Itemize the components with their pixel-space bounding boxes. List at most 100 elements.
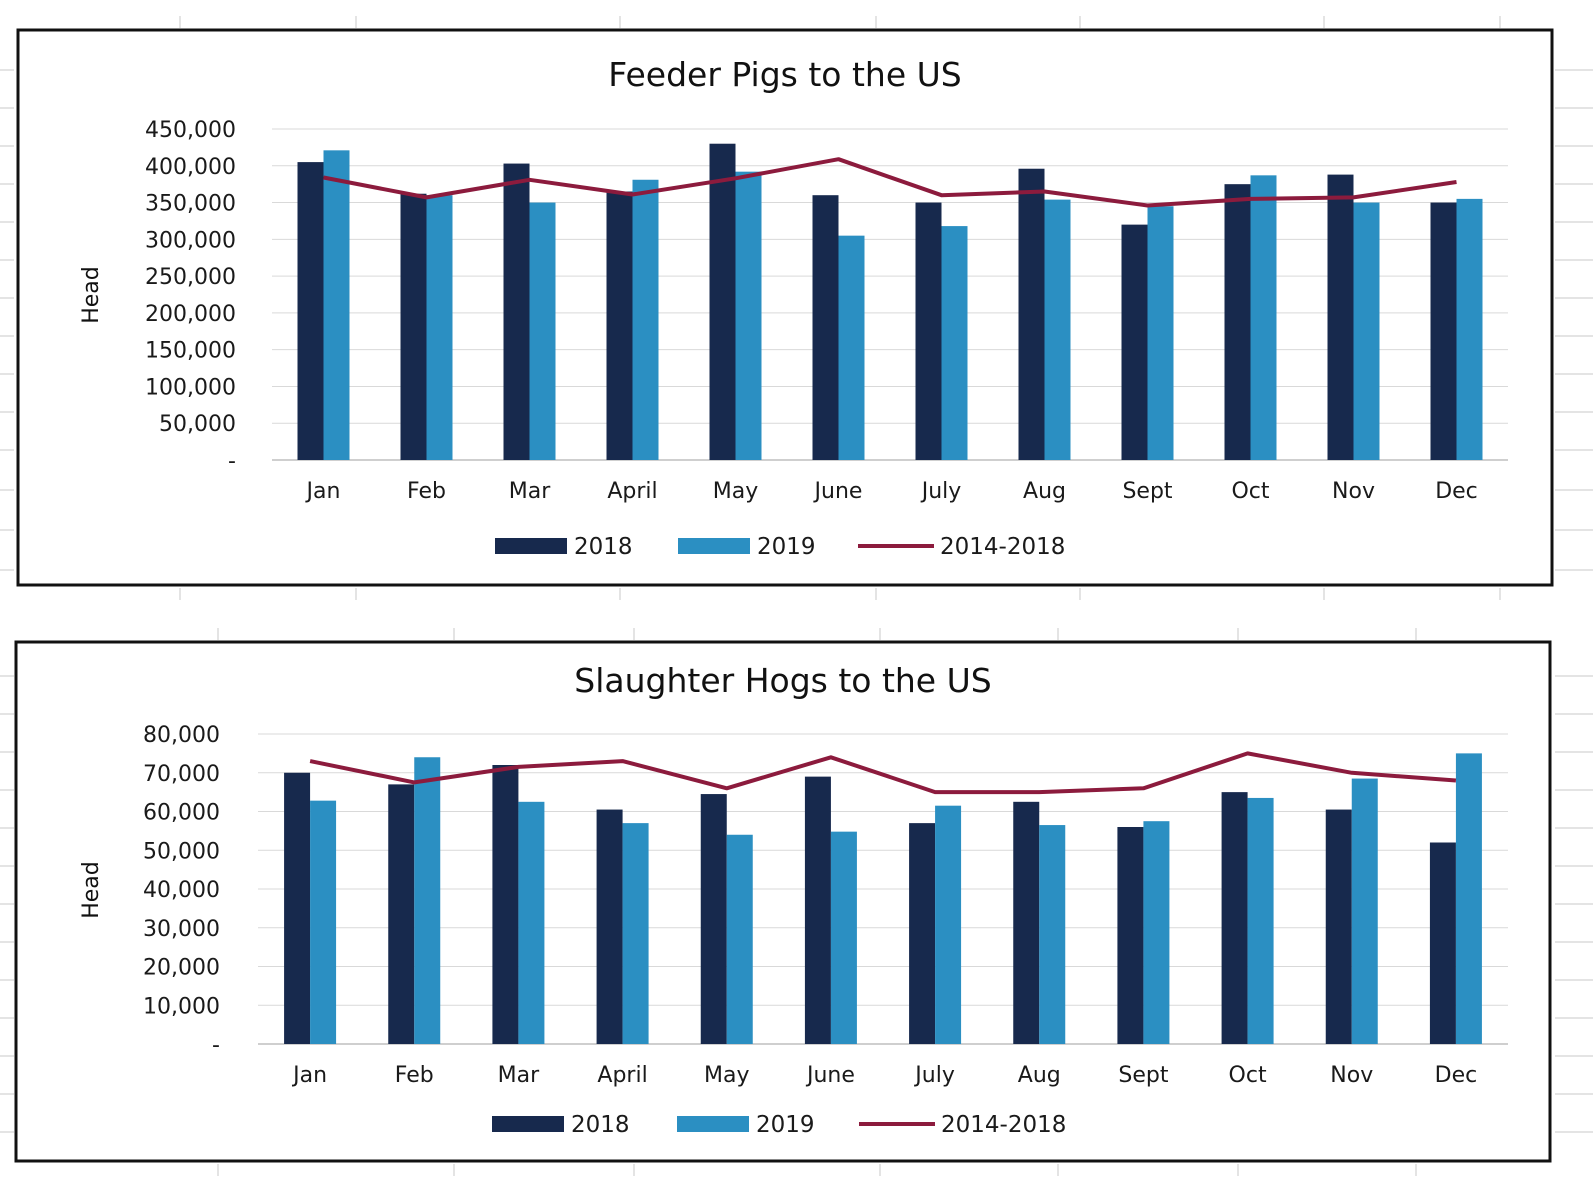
bar-2018 (1121, 224, 1148, 460)
x-tick-labels: Jan Feb Mar April May June July Aug Sept Oct Nov De… (291, 1063, 1477, 1088)
gridlines (272, 128, 1508, 461)
bar-2018 (606, 191, 633, 460)
bar-2019 (1044, 199, 1071, 460)
legend: 2018 2019 2014-2018 (495, 534, 1065, 560)
y-tick-label: 80,000 (143, 723, 220, 748)
legend-swatch-2019 (677, 1116, 749, 1132)
y-tick-label: - (228, 449, 236, 474)
legend-label-2019: 2019 (756, 1112, 815, 1138)
bar-2019 (1147, 206, 1174, 460)
bar-2018 (812, 195, 839, 460)
legend-swatch-2018 (495, 538, 567, 554)
y-tick-labels: - 50,000 100,000 150,000 200,000 250,000 300,0… (145, 118, 236, 474)
bar-2019 (935, 805, 962, 1044)
bar-2019 (941, 226, 968, 460)
bar-2019 (830, 831, 857, 1044)
bar-2018 (492, 765, 519, 1044)
bar-2019 (1250, 175, 1277, 460)
bar-2018 (915, 202, 942, 461)
bar-2019 (632, 179, 659, 460)
legend-label-2019: 2019 (757, 534, 816, 560)
legend-label-2014-2018: 2014-2018 (940, 534, 1065, 560)
y-tick-label: 250,000 (145, 265, 236, 290)
chart-frame (14, 640, 1552, 1163)
y-tick-label: 200,000 (145, 302, 236, 327)
bar-2018 (1018, 168, 1045, 460)
average-line (323, 157, 1457, 208)
x-tick-label: May (704, 1063, 749, 1088)
bar-2018 (1013, 801, 1040, 1044)
legend-label-2018: 2018 (571, 1112, 630, 1138)
bar-2019 (622, 823, 649, 1044)
legend-swatch-2019 (678, 538, 750, 554)
bar-2018 (503, 163, 530, 460)
y-axis-title: Head (79, 266, 104, 324)
x-tick-label: April (607, 479, 657, 504)
slaughter-hogs-chart: Slaughter Hogs to the US Head - 10,000 20,… (14, 640, 1552, 1163)
y-tick-label: 50,000 (143, 839, 220, 864)
x-tick-label: Oct (1229, 1063, 1267, 1088)
feeder-pigs-chart: Feeder Pigs to the US Head - 50,000 100,00… (16, 28, 1554, 587)
y-tick-label: 40,000 (143, 878, 220, 903)
x-tick-label: Mar (509, 479, 551, 504)
y-tick-label: 400,000 (145, 155, 236, 180)
y-tick-label: - (212, 1033, 220, 1058)
bar-2019 (726, 834, 753, 1044)
y-tick-label: 350,000 (145, 192, 236, 217)
chart-title: Feeder Pigs to the US (608, 55, 961, 94)
x-tick-label: Jan (305, 479, 341, 504)
bar-2018 (596, 809, 623, 1044)
y-tick-label: 20,000 (143, 956, 220, 981)
gridlines (258, 733, 1508, 1045)
bar-2019 (518, 801, 545, 1044)
bar-2018 (400, 193, 427, 460)
y-tick-label: 30,000 (143, 917, 220, 942)
bar-2019 (310, 800, 337, 1044)
line-2014-2018 (323, 157, 1457, 208)
bars (297, 143, 1483, 461)
x-tick-label: Aug (1023, 479, 1066, 504)
bar-2019 (1455, 753, 1482, 1044)
x-tick-labels: Jan Feb Mar April May June July Aug Sept Oct Nov De… (305, 479, 1478, 504)
average-line (309, 751, 1457, 795)
y-tick-label: 50,000 (159, 412, 236, 437)
bars (284, 753, 1482, 1044)
y-tick-label: 450,000 (145, 118, 236, 143)
x-tick-label: Jan (291, 1063, 327, 1088)
bar-2018 (1429, 842, 1456, 1044)
bar-2019 (1143, 821, 1170, 1044)
x-tick-label: June (805, 1063, 855, 1088)
y-tick-labels: - 10,000 20,000 30,000 40,000 50,000 60,000 70,… (143, 723, 220, 1058)
legend-label-2018: 2018 (574, 534, 633, 560)
bar-2018 (709, 143, 736, 460)
bar-2018 (909, 823, 936, 1044)
bar-2019 (1351, 778, 1378, 1044)
legend-swatch-2018 (492, 1116, 564, 1132)
y-tick-label: 300,000 (145, 228, 236, 253)
x-tick-label: Sept (1118, 1063, 1168, 1088)
bar-2019 (838, 235, 865, 460)
bar-2019 (414, 757, 441, 1044)
x-tick-label: Dec (1435, 479, 1478, 504)
x-tick-label: Mar (498, 1063, 540, 1088)
y-tick-label: 100,000 (145, 375, 236, 400)
y-tick-label: 150,000 (145, 339, 236, 364)
x-tick-label: Feb (407, 479, 446, 504)
bar-2019 (1456, 198, 1483, 460)
x-tick-label: Nov (1332, 479, 1375, 504)
chart-frame (16, 28, 1554, 587)
y-axis-title: Head (79, 861, 104, 919)
bar-2019 (735, 171, 762, 460)
bar-2019 (529, 202, 556, 461)
bar-2019 (1353, 202, 1380, 461)
bar-2018 (700, 794, 727, 1044)
y-tick-label: 10,000 (143, 994, 220, 1019)
legend: 2018 2019 2014-2018 (492, 1112, 1066, 1138)
x-tick-label: May (713, 479, 758, 504)
bar-2018 (1224, 184, 1251, 460)
x-tick-label: Sept (1122, 479, 1172, 504)
x-tick-label: April (597, 1063, 647, 1088)
x-tick-label: July (913, 1063, 955, 1088)
legend-label-2014-2018: 2014-2018 (941, 1112, 1066, 1138)
